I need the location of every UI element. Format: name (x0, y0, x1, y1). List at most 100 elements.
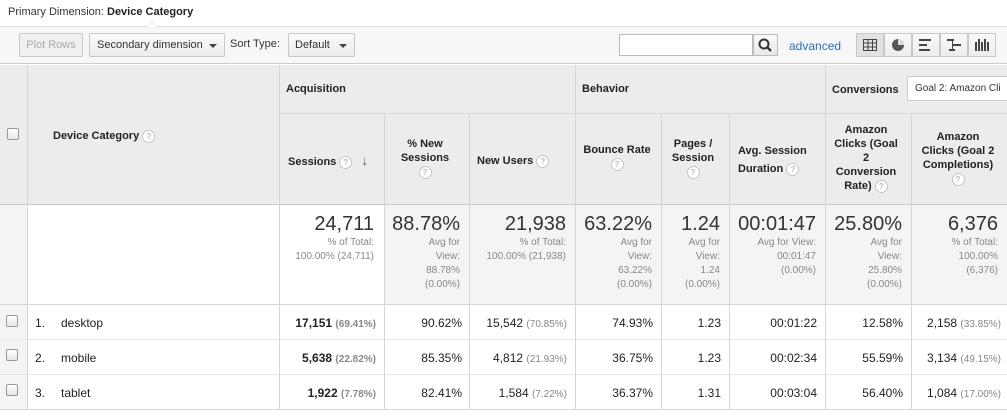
completions-value: 1,084 (927, 386, 958, 400)
total-conv-rate: 25.80% Avg for View: 25.80% (0.00%) (827, 213, 902, 292)
divider (280, 113, 1007, 114)
total-new-users: 21,938 % of Total: 100.00% (21,938) (471, 213, 566, 264)
comparison-view-icon (947, 39, 961, 51)
help-icon[interactable]: ? (686, 165, 700, 179)
conv-rate-header-line: Clicks (Goal (834, 138, 898, 150)
device-link[interactable]: mobile (61, 351, 97, 365)
total-sub: (0.00%) (866, 279, 902, 290)
bounce-rate-header-label: Bounce Rate (583, 144, 651, 156)
sessions-pct: (22.82%) (335, 354, 376, 365)
total-sub: % of Total: (519, 237, 566, 248)
device-category-header[interactable]: Device Category ? (53, 129, 156, 143)
conv-rate-header[interactable]: Amazon Clicks (Goal 2 Conversion Rate) ? (826, 123, 906, 193)
total-sub: 100.00% (958, 251, 998, 262)
help-icon[interactable]: ? (536, 154, 550, 168)
goal-select-dropdown[interactable]: Goal 2: Amazon Cli (907, 76, 1007, 101)
conv-rate-header-line: 2 (862, 152, 870, 164)
total-sub: (6,376) (966, 265, 998, 276)
secondary-dimension-dropdown[interactable]: Secondary dimension (89, 33, 225, 57)
avg-duration-header[interactable]: Avg. Session Duration ? (738, 144, 807, 176)
total-sub: (0.00%) (684, 279, 720, 290)
conversions-group-label: Conversions (832, 84, 899, 96)
avg-duration-cell: 00:01:22 (770, 316, 817, 330)
divider (0, 204, 1007, 205)
sort-type-dropdown[interactable]: Default (288, 33, 355, 57)
divider (661, 113, 662, 410)
new-users-cell: 15,542 (70.85%) (471, 316, 567, 330)
goal-select-value: Goal 2: Amazon Cli (915, 83, 1001, 94)
avg-duration-cell: 00:03:04 (770, 386, 817, 400)
new-users-pct: (70.85%) (526, 319, 567, 330)
total-sub: % of Total: (951, 237, 998, 248)
help-icon[interactable]: ? (339, 155, 353, 169)
primary-dimension-label: Primary Dimension: (8, 6, 104, 18)
bounce-rate-header[interactable]: Bounce Rate ? (577, 143, 657, 171)
sort-type-value: Default (295, 39, 330, 51)
comparison-view-button[interactable] (940, 33, 968, 57)
help-icon[interactable]: ? (786, 162, 800, 176)
row-checkbox[interactable] (6, 315, 18, 327)
pages-session-header[interactable]: Pages / Session ? (662, 137, 724, 179)
performance-view-button[interactable] (912, 33, 940, 57)
total-sessions: 24,711 % of Total: 100.00% (24,711) (282, 213, 374, 264)
total-completions: 6,376 % of Total: 100.00% (6,376) (913, 213, 998, 278)
divider (0, 409, 1007, 410)
advanced-link[interactable]: advanced (789, 39, 842, 53)
help-icon[interactable]: ? (418, 165, 432, 179)
new-users-header-label: New Users (477, 155, 534, 167)
sessions-pct: (7.78%) (340, 389, 376, 400)
help-icon[interactable]: ? (951, 172, 965, 186)
new-sessions-header[interactable]: % New Sessions ? (386, 137, 464, 179)
new-sessions-header-line: Sessions (400, 152, 450, 164)
sessions-value: 17,151 (295, 316, 333, 330)
chevron-down-icon (339, 44, 347, 48)
divider (469, 113, 470, 410)
total-sub: Avg for (688, 237, 721, 248)
device-category-header-label: Device Category (53, 130, 140, 142)
term-cloud-view-button[interactable] (968, 33, 996, 57)
search-icon (758, 38, 772, 52)
completions-value: 2,158 (927, 316, 958, 330)
completions-cell: 2,158 (33.85%) (913, 316, 1001, 330)
new-sessions-header-line: % New (407, 138, 443, 150)
performance-view-icon (919, 39, 931, 51)
device-link[interactable]: tablet (61, 386, 91, 400)
primary-dimension-value[interactable]: Device Category (107, 6, 194, 18)
new-users-header[interactable]: New Users ? (477, 154, 550, 168)
row-checkbox[interactable] (6, 384, 18, 396)
sort-type-label: Sort Type: (230, 38, 280, 50)
primary-dimension-bar (0, 0, 1007, 27)
total-sub: View: (435, 251, 460, 262)
search-button[interactable] (753, 34, 778, 56)
totals-row (280, 205, 1007, 305)
completions-header-line: Completions) (922, 159, 994, 171)
pages-session-cell: 1.31 (697, 386, 721, 400)
total-sub: Avg for (870, 237, 903, 248)
help-icon[interactable]: ? (142, 129, 156, 143)
plot-rows-button[interactable]: Plot Rows (19, 33, 83, 57)
total-sub: 25.80% (868, 265, 902, 276)
total-sub: View: (695, 251, 720, 262)
pages-session-header-line: Pages / (673, 138, 713, 150)
search-input[interactable] (619, 34, 753, 56)
sessions-value: 5,638 (302, 351, 333, 365)
sessions-header[interactable]: Sessions ? ↓ (288, 154, 368, 169)
table-view-button[interactable] (856, 33, 884, 57)
totals-sessions-bg (280, 205, 385, 305)
help-icon[interactable]: ? (610, 157, 624, 171)
new-users-value: 1,584 (498, 386, 529, 400)
select-all-checkbox[interactable] (7, 128, 19, 140)
pages-session-header-line: Session (671, 152, 715, 164)
behavior-group-label: Behavior (582, 83, 630, 95)
pages-session-cell: 1.23 (697, 351, 721, 365)
completions-header[interactable]: Amazon Clicks (Goal 2 Completions) ? (912, 130, 1004, 186)
divider (0, 374, 1007, 375)
help-icon[interactable]: ? (874, 179, 888, 193)
pie-view-button[interactable] (884, 33, 912, 57)
bounce-rate-cell: 36.75% (612, 351, 653, 365)
pages-session-cell: 1.23 (697, 316, 721, 330)
total-sub: (0.00%) (780, 265, 816, 276)
row-checkbox[interactable] (6, 349, 18, 361)
new-users-pct: (7.22%) (531, 389, 567, 400)
device-link[interactable]: desktop (61, 316, 104, 330)
